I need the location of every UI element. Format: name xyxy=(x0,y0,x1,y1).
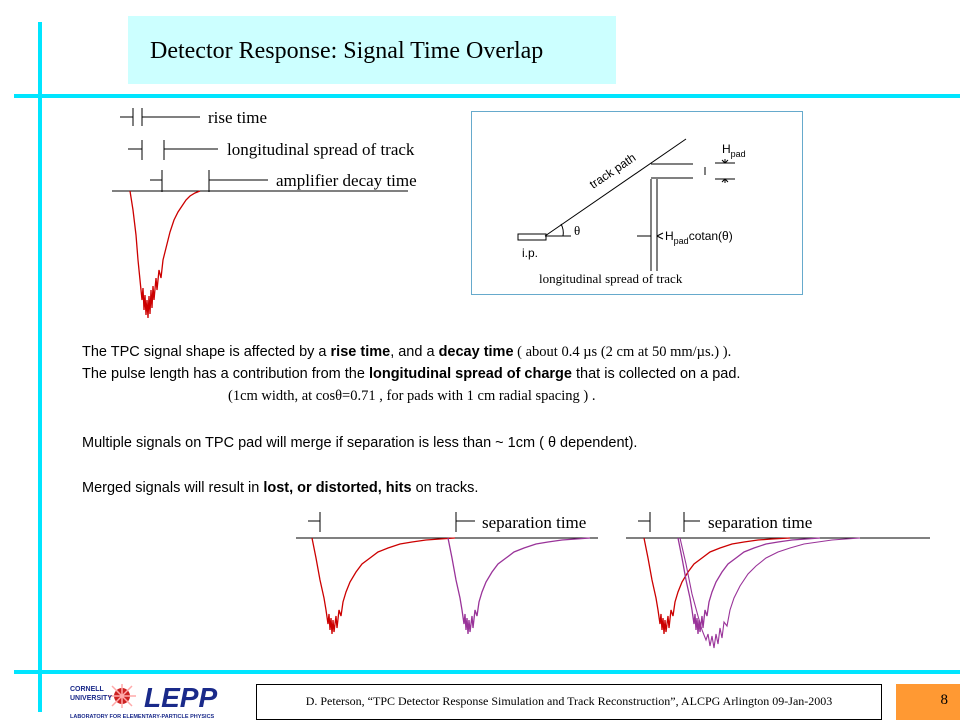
timing-markers xyxy=(112,108,408,192)
body-line-4: Multiple signals on TPC pad will merge i… xyxy=(82,435,638,451)
geometry-caption: longitudinal spread of track xyxy=(539,271,683,286)
label-rise-time: rise time xyxy=(208,108,267,127)
signal-pulse-purple-merged xyxy=(677,537,821,635)
title-box xyxy=(128,16,616,84)
track-path-line xyxy=(544,138,687,237)
body-line-2: The pulse length has a contribution from… xyxy=(82,366,741,382)
lepp-logo: CORNELL UNIVERSITY LEPP LABORATORY FOR E… xyxy=(70,682,217,720)
slide-title: Detector Response: Signal Time Overlap xyxy=(150,38,544,64)
page-number-box: 8 xyxy=(896,684,960,720)
theta-label: θ xyxy=(574,223,580,238)
signal-pulse-red xyxy=(311,537,456,635)
single-pulse-figure: rise time longitudinal spread of track a… xyxy=(112,108,417,319)
signal-pulse xyxy=(129,190,201,319)
separated-pulses-figure: separation time xyxy=(296,512,598,635)
label-amplifier-decay: amplifier decay time xyxy=(276,171,417,190)
svg-text:UNIVERSITY: UNIVERSITY xyxy=(70,695,112,702)
footer-citation: D. Peterson, “TPC Detector Response Simu… xyxy=(305,694,833,708)
ip-box xyxy=(517,233,547,241)
accent-bar-vertical xyxy=(38,22,42,712)
separation-time-label-right: separation time xyxy=(708,513,812,532)
footer-citation-box: D. Peterson, “TPC Detector Response Simu… xyxy=(256,684,882,720)
signal-pulse-sum xyxy=(679,537,861,649)
merged-pulses-figure: separation time xyxy=(626,512,930,649)
body-line-3: (1cm width, at cosθ=0.71 , for pads with… xyxy=(228,388,596,404)
body-line-5: Merged signals will result in lost, or d… xyxy=(82,480,479,496)
accent-bar-bottom xyxy=(14,670,960,674)
accent-bar-top xyxy=(14,94,960,98)
separation-time-label-left: separation time xyxy=(482,513,586,532)
svg-text:CORNELL: CORNELL xyxy=(70,686,105,693)
label-longitudinal-spread: longitudinal spread of track xyxy=(227,140,415,159)
svg-text:LEPP: LEPP xyxy=(144,682,217,713)
body-line-1: The TPC signal shape is affected by a ri… xyxy=(82,344,732,360)
geometry-diagram: i.p. track path θ Hpad Hpadcotan(θ) long… xyxy=(471,111,803,295)
svg-text:LABORATORY FOR ELEMENTARY-PART: LABORATORY FOR ELEMENTARY-PARTICLE PHYSI… xyxy=(70,714,215,720)
page-number: 8 xyxy=(940,692,949,708)
signal-pulse-purple xyxy=(447,537,591,635)
hpad-cotan-label: Hpadcotan(θ) xyxy=(665,229,733,246)
ip-label: i.p. xyxy=(522,246,538,260)
signal-pulse-red-merged xyxy=(643,537,791,635)
hpad-label: Hpad xyxy=(722,142,746,159)
